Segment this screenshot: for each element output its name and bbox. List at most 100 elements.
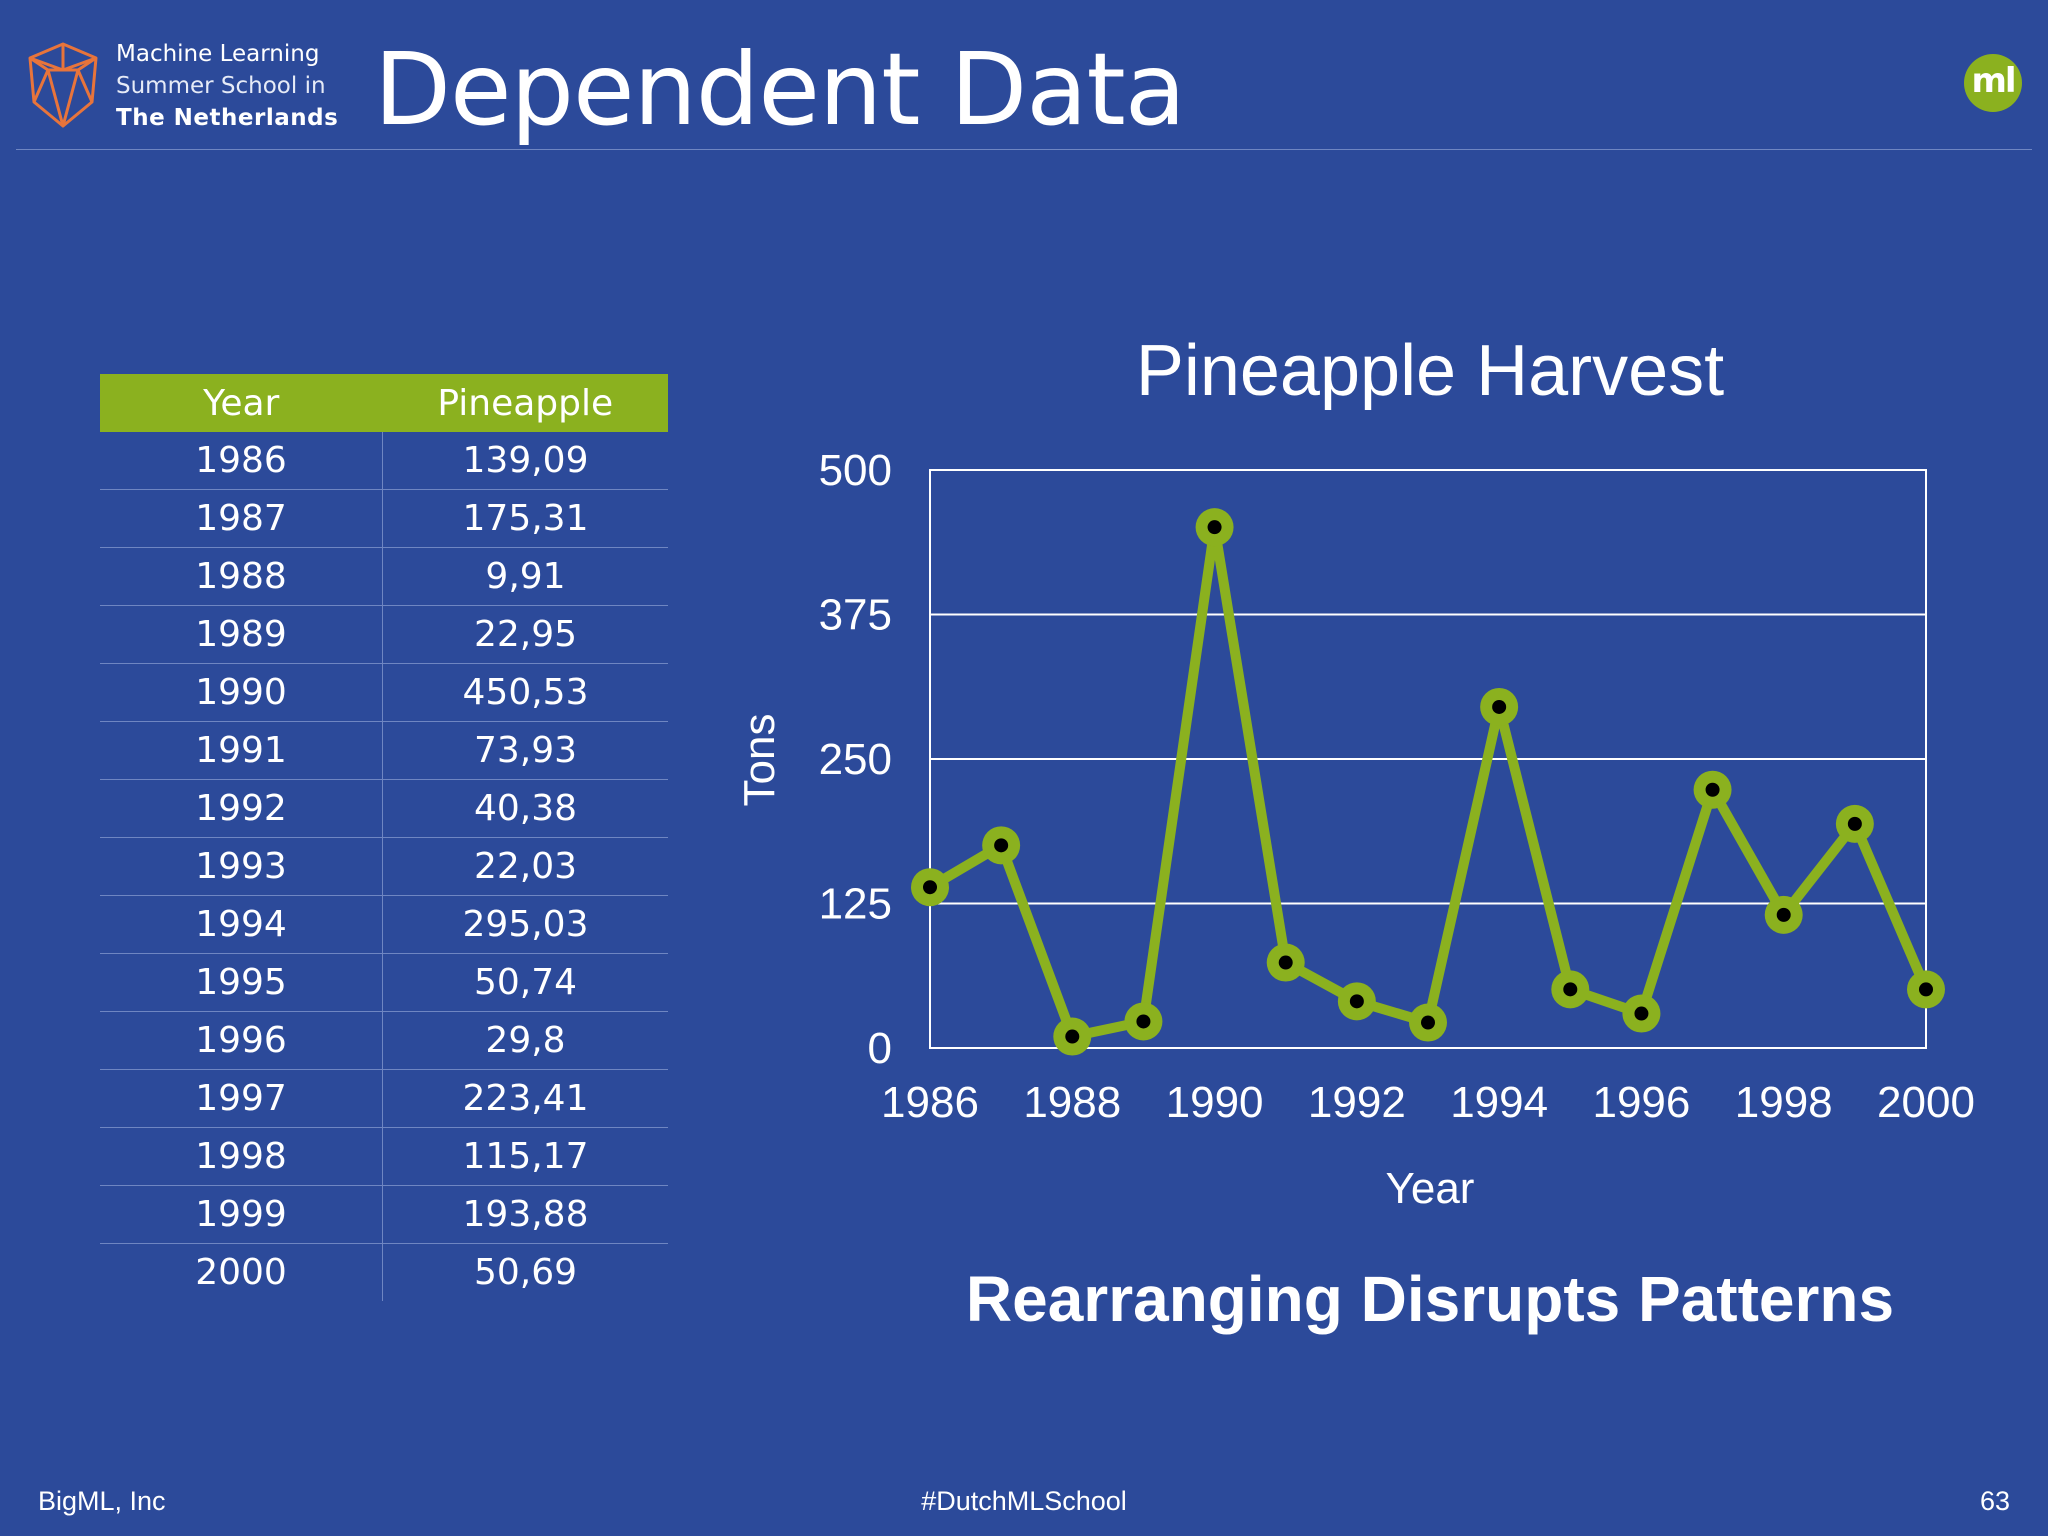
data-point-center [1207,520,1222,535]
data-point-center [1065,1029,1080,1044]
table-row: 1988 9,91 [100,547,668,606]
table-cell-pineapple: 22,03 [382,837,668,896]
table-cell-year: 1999 [100,1185,383,1244]
pineapple-data-table: Year Pineapple 1986 139,09 1987 175,31 1988 9… [100,374,668,1301]
footer-company: BigML, Inc [38,1486,166,1516]
plot-frame [929,469,1927,1049]
table-cell-year: 1990 [100,663,383,722]
data-point-center [1705,782,1720,797]
x-axis-label: Year [1386,1164,1475,1213]
table-cell-year: 1991 [100,721,383,780]
footer-hashtag: #DutchMLSchool [921,1486,1127,1516]
slide-tagline: Rearranging Disrupts Patterns [965,1263,1895,1335]
series-points [911,508,1945,1056]
y-tick-label: 375 [819,591,892,640]
table-cell-year: 1996 [100,1011,383,1070]
table-row: 2000 50,69 [100,1243,668,1301]
table-cell-year: 1992 [100,779,383,838]
table-cell-year: 1993 [100,837,383,896]
x-tick-label: 1996 [1592,1078,1690,1127]
table-cell-pineapple: 115,17 [382,1127,668,1186]
table-row: 1997 223,41 [100,1069,668,1128]
y-tick-label: 125 [819,880,892,929]
table-cell-year: 1989 [100,605,383,664]
x-tick-label: 1986 [881,1078,979,1127]
data-point-center [1776,907,1791,922]
y-axis-label: Tons [735,714,784,807]
table-row: 1992 40,38 [100,779,668,838]
chart-gridlines [930,613,1926,905]
data-point-center [1421,1015,1435,1030]
org-name-line3: The Netherlands [116,105,339,131]
table-row: 1998 115,17 [100,1127,668,1186]
table-row: 1994 295,03 [100,895,668,954]
org-name-line1: Machine Learning [116,41,320,67]
table-cell-pineapple: 40,38 [382,779,668,838]
table-row: 1991 73,93 [100,721,668,780]
ml-badge-logo: ml [1964,54,2022,112]
mlss-logo-icon [28,42,98,128]
table-cell-year: 1986 [100,432,383,490]
x-tick-label: 1994 [1450,1078,1548,1127]
table-row: 1993 22,03 [100,837,668,896]
data-point-center [1492,699,1507,714]
table-cell-pineapple: 193,88 [382,1185,668,1244]
table-cell-year: 1994 [100,895,383,954]
y-tick-label: 0 [868,1024,892,1073]
table-header-pineapple: Pineapple [382,374,668,432]
table-cell-pineapple: 9,91 [382,547,668,606]
table-cell-pineapple: 50,69 [473,1252,578,1293]
x-tick-label: 1992 [1308,1078,1406,1127]
table-cell-pineapple: 450,53 [382,663,668,722]
data-point-center [994,838,1009,853]
data-point-center [1349,994,1364,1009]
table-cell-year: 1987 [100,489,383,548]
x-tick-labels: 1986 1988 1990 1992 1994 1996 1998 2000 [881,1078,1975,1127]
data-point-center [1847,816,1862,831]
table-row: 1986 139,09 [100,432,668,490]
x-tick-label: 1988 [1023,1078,1121,1127]
table-cell-year: 2000 [100,1243,383,1301]
table-cell-pineapple: 22,95 [382,605,668,664]
y-tick-labels: 0 125 250 375 500 [819,446,892,1073]
table-row: 1995 50,74 [100,953,668,1012]
header-divider [16,149,2032,150]
x-tick-label: 2000 [1877,1078,1975,1127]
data-point-center [1278,955,1293,970]
table-cell-pineapple: 295,03 [382,895,668,954]
table-row: 1987 175,31 [100,489,668,548]
data-point-center [1136,1014,1151,1029]
table-cell-pineapple: 139,09 [382,432,668,490]
table-cell-year: 1997 [100,1069,383,1128]
series-line-pineapple [925,522,1931,1042]
table-header-year: Year [100,374,383,432]
table-header-row: Year Pineapple [100,374,668,432]
x-tick-label: 1990 [1166,1078,1264,1127]
table-row: 1996 29,8 [100,1011,668,1070]
org-name: Machine Learning Summer School in The Ne… [116,38,338,134]
data-point-center [1634,1006,1649,1021]
footer-page-number: 63 [1979,1486,2010,1516]
table-row: 1990 450,53 [100,663,668,722]
table-cell-pineapple: 73,93 [382,721,668,780]
x-tick-label: 1998 [1735,1078,1833,1127]
table-cell-pineapple: 50,74 [382,953,668,1012]
data-point-center [1563,982,1578,997]
table-row: 1989 22,95 [100,605,668,664]
chart-title: Pineapple Harvest [1136,331,1724,411]
table-row: 1999 193,88 [100,1185,668,1244]
table-cell-pineapple: 175,31 [382,489,668,548]
y-tick-label: 250 [819,735,892,784]
y-tick-label: 500 [819,446,892,495]
table-cell-year: 1995 [100,953,383,1012]
data-point-center [923,880,937,895]
org-name-line2: Summer School in [116,73,326,99]
table-cell-pineapple: 29,8 [382,1011,668,1070]
table-cell-pineapple: 223,41 [382,1069,668,1128]
slide-title: Dependent Data [374,31,1186,148]
table-body: 1986 139,09 1987 175,31 1988 9,91 1989 22,95 199… [100,432,668,1301]
table-cell-year: 1998 [100,1127,383,1186]
data-point-center [1919,982,1933,997]
